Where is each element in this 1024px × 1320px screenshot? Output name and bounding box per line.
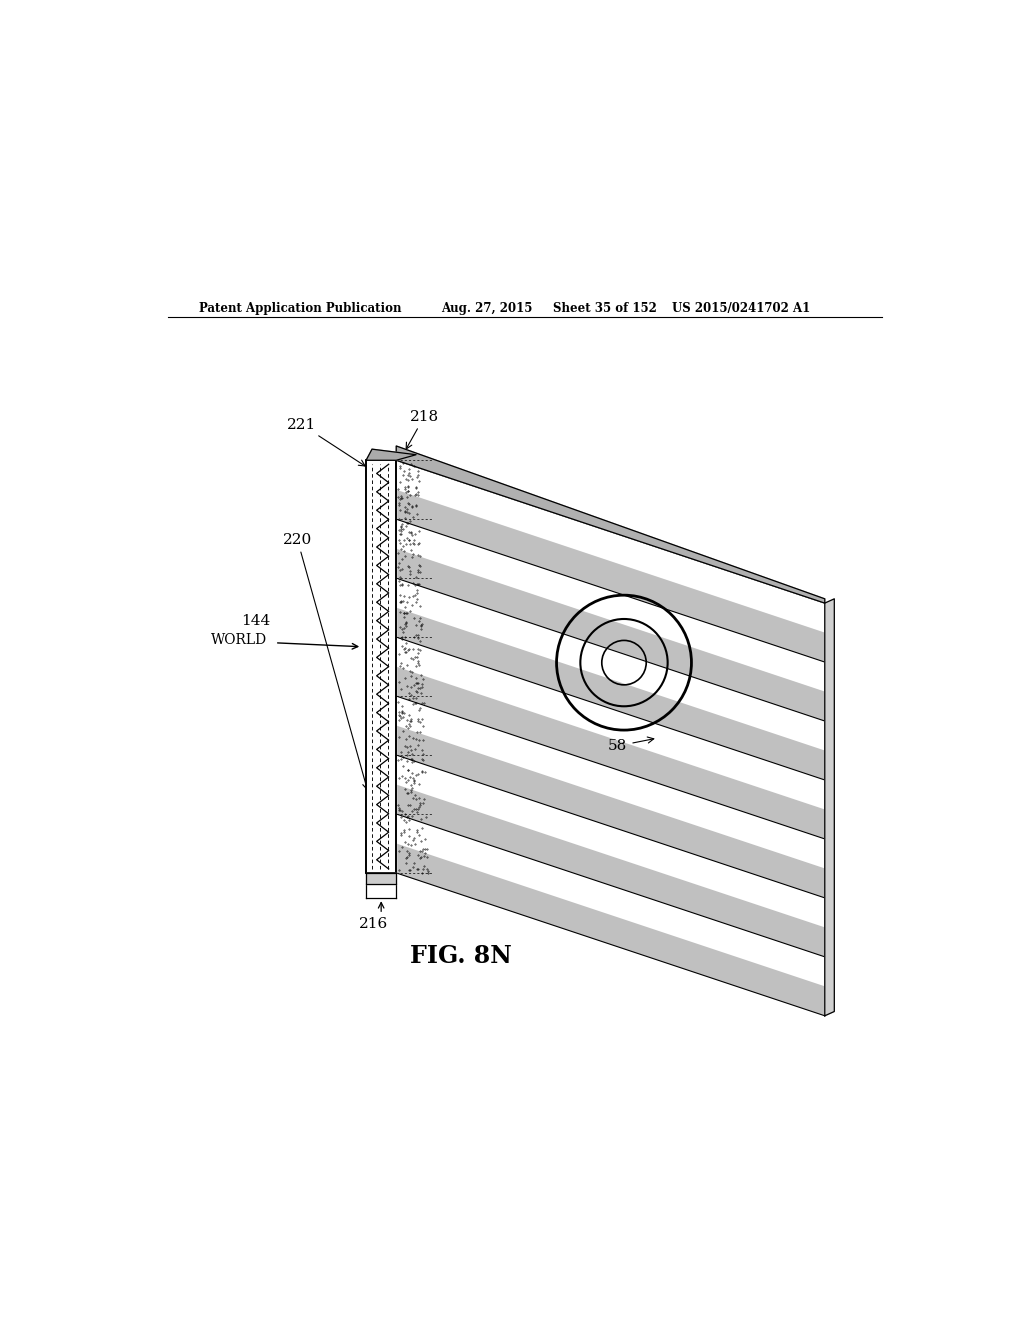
Polygon shape [367,461,396,873]
Polygon shape [824,599,835,1016]
Text: 220: 220 [283,532,369,789]
Text: 144: 144 [242,614,270,628]
Text: US 2015/0241702 A1: US 2015/0241702 A1 [672,302,810,315]
Polygon shape [396,607,824,780]
Polygon shape [396,784,824,957]
Text: 218: 218 [407,409,439,449]
Polygon shape [396,843,824,1016]
Text: FIG. 8N: FIG. 8N [411,944,512,969]
Text: 221: 221 [287,417,366,466]
Polygon shape [396,549,824,721]
Polygon shape [396,490,824,663]
Polygon shape [396,726,824,898]
Text: 216: 216 [358,916,388,931]
Text: Sheet 35 of 152: Sheet 35 of 152 [553,302,656,315]
Text: 58: 58 [608,737,653,752]
Polygon shape [367,449,416,461]
Text: Aug. 27, 2015: Aug. 27, 2015 [441,302,532,315]
Polygon shape [396,446,824,603]
Text: WORLD: WORLD [211,634,267,647]
Polygon shape [367,873,396,884]
Text: Patent Application Publication: Patent Application Publication [200,302,402,315]
Polygon shape [396,667,824,840]
